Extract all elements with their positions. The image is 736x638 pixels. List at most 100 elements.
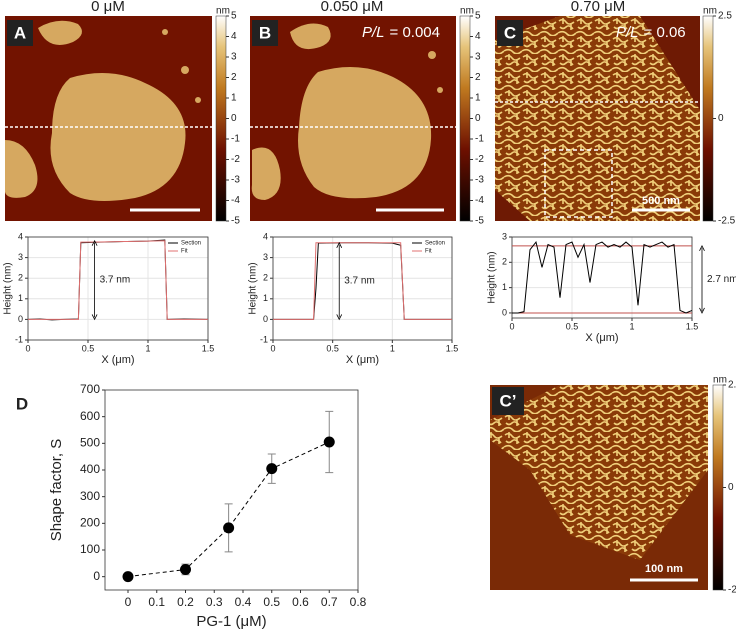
legend-label: Section	[425, 241, 445, 247]
x-tick-label: 0.5	[566, 321, 579, 331]
y-tick-label: 3	[18, 252, 23, 262]
colorbar-tick-label: -5	[231, 216, 240, 227]
y-tick-label: 100	[80, 542, 100, 556]
colorbar-unit: nm	[713, 375, 727, 386]
colorbar-unit: nm	[703, 6, 717, 17]
x-tick-label: 0.7	[321, 595, 338, 609]
x-tick-label: 0.6	[292, 595, 309, 609]
scale-bar-label: 100 nm	[645, 563, 683, 575]
plot-frame	[272, 236, 453, 341]
pl-ratio: P/L = 0.004	[362, 24, 440, 41]
colorbar-tick-label: 1	[475, 93, 481, 104]
afm-image-a	[5, 16, 212, 221]
colorbar-tick-label: -5	[475, 216, 484, 227]
x-tick-label: 1.5	[202, 343, 215, 353]
colorbar-tick-label: 2.5	[728, 380, 736, 391]
x-tick-label: 1	[629, 321, 634, 331]
legend-label: Fit	[425, 249, 432, 255]
data-point	[180, 563, 191, 575]
colorbar-tick-label: 0	[728, 482, 734, 493]
y-axis-label: Shape factor, S	[48, 439, 65, 542]
x-tick-label: 0.5	[263, 595, 280, 609]
y-tick-label: 200	[80, 516, 100, 530]
colorbar-tick-label: 2.5	[718, 11, 732, 22]
y-tick-label: 3	[502, 231, 507, 241]
panel-label: C	[504, 23, 516, 42]
y-axis-label: Height (nm)	[3, 262, 14, 314]
colorbar-tick-label: -3	[231, 175, 240, 186]
y-tick-label: 2	[502, 257, 507, 267]
plot-frame	[511, 236, 693, 319]
profile-line	[273, 242, 452, 320]
x-tick-label: 0	[270, 343, 275, 353]
colorbar-tick-label: 5	[475, 11, 481, 22]
pl-ratio-value: = 0.004	[390, 24, 440, 41]
colorbar	[712, 384, 724, 591]
colorbar-tick-label: 0	[718, 113, 724, 124]
arrow-head	[336, 241, 343, 321]
x-tick-label: 0.8	[350, 595, 367, 609]
legend-label: Fit	[181, 249, 188, 255]
panel-label-box	[492, 387, 524, 415]
panel-label: A	[14, 23, 26, 42]
colorbar-tick-label: 3	[475, 52, 481, 63]
x-axis-label: PG-1 (μM)	[196, 613, 266, 630]
x-tick-label: 0	[509, 321, 514, 331]
y-tick-label: 600	[80, 409, 100, 423]
colorbar-unit: nm	[460, 6, 474, 17]
y-tick-label: 500	[80, 436, 100, 450]
y-tick-label: 1	[18, 293, 23, 303]
y-tick-label: 1	[263, 293, 268, 303]
panel-label-box	[7, 20, 33, 46]
colorbar	[215, 15, 227, 222]
panel-label-box	[252, 20, 278, 46]
arrow-head	[91, 239, 98, 321]
x-axis-label: X (μm)	[346, 354, 379, 366]
colorbar-unit: nm	[216, 6, 230, 17]
x-tick-label: 1	[145, 343, 150, 353]
legend-label: Section	[181, 241, 201, 247]
x-axis-label: X (μm)	[585, 332, 618, 344]
x-tick-label: 1	[390, 343, 395, 353]
colorbar-tick-label: -4	[231, 195, 240, 206]
colorbar-tick-label: 0	[475, 113, 481, 124]
x-tick-label: 0.5	[326, 343, 339, 353]
y-tick-label: 0	[263, 314, 268, 324]
y-tick-label: -1	[15, 334, 23, 344]
colorbar-tick-label: -3	[475, 175, 484, 186]
afm-image-b	[250, 16, 456, 221]
profile-line	[512, 240, 693, 314]
pl-ratio-name: P/L	[616, 24, 639, 41]
plot-frame	[104, 389, 359, 591]
y-tick-label: 0	[18, 314, 23, 324]
colorbar-tick-label: 0	[231, 113, 237, 124]
y-tick-label: 1	[502, 282, 507, 292]
scale-bar-label: 500 nm	[642, 195, 680, 207]
colorbar	[702, 15, 714, 222]
y-tick-label: 0	[502, 307, 507, 317]
colorbar-tick-label: -2.5	[718, 216, 736, 227]
colorbar-tick-label: -1	[231, 134, 240, 145]
x-tick-label: 0.3	[206, 595, 223, 609]
trend-line	[127, 441, 330, 578]
colorbar-tick-label: -2	[475, 154, 484, 165]
afm-image-c	[495, 16, 700, 221]
panel-label: B	[259, 23, 271, 42]
colorbar-tick-label: -4	[475, 195, 484, 206]
colorbar-tick-label: 4	[231, 31, 237, 42]
annotation: 3.7 nm	[344, 276, 375, 287]
panel-label: D	[16, 394, 28, 413]
y-tick-label: 300	[80, 489, 100, 503]
colorbar-tick-label: -1	[475, 134, 484, 145]
y-tick-label: 4	[18, 231, 23, 241]
colorbar-tick-label: 3	[231, 52, 237, 63]
y-tick-label: 0	[93, 569, 100, 583]
x-tick-label: 0.5	[82, 343, 95, 353]
y-axis-label: Height (nm)	[248, 262, 259, 314]
pl-ratio-name: P/L	[362, 24, 385, 41]
colorbar-tick-label: 1	[231, 93, 237, 104]
colorbar-tick-label: 4	[475, 31, 481, 42]
panel-title: 0 μM	[91, 0, 125, 15]
annotation: 2.7 nm	[707, 274, 736, 285]
